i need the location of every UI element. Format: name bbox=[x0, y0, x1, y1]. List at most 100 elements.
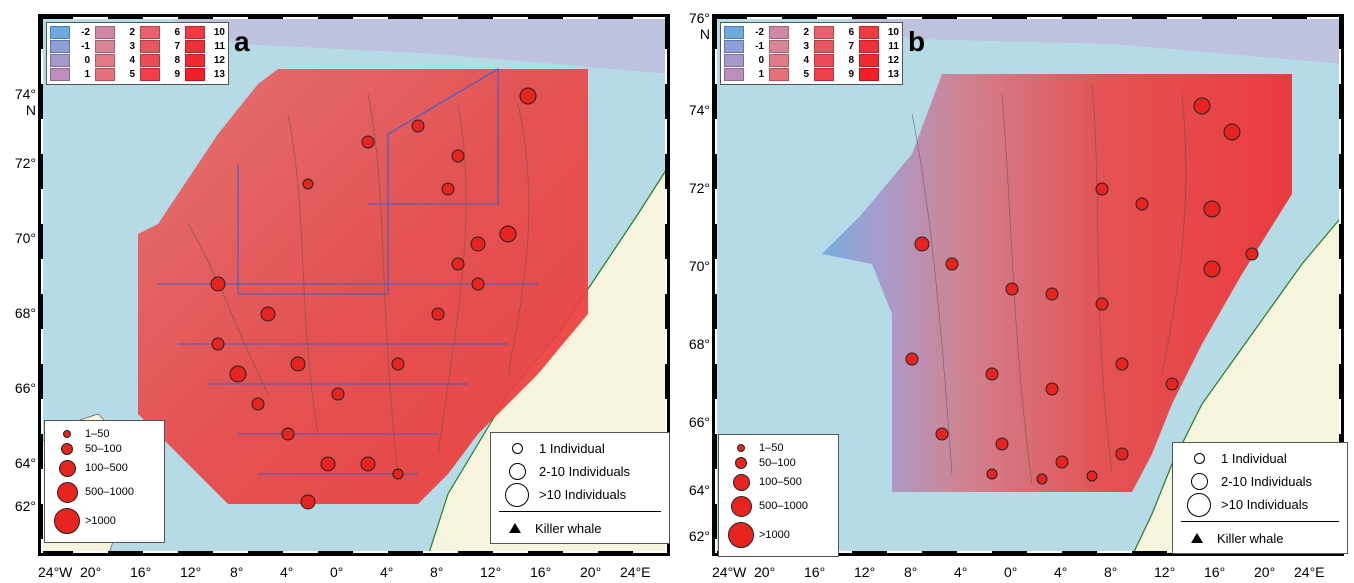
arctic-shelf bbox=[832, 14, 1344, 64]
station-marker bbox=[1055, 455, 1069, 469]
legend-entry: 3 bbox=[769, 40, 809, 53]
lon-label: 8° bbox=[430, 564, 444, 580]
lon-label: 20° bbox=[1254, 564, 1276, 580]
legend-label: 11 bbox=[888, 41, 899, 52]
lon-label: 20° bbox=[754, 564, 776, 580]
station-marker bbox=[211, 337, 225, 351]
size-dot-box bbox=[51, 442, 83, 455]
size-dot-box bbox=[725, 456, 757, 469]
individual-legend-row: 2-10 Individuals bbox=[1181, 470, 1339, 493]
individual-circle-box bbox=[1181, 473, 1217, 490]
station-marker bbox=[1045, 382, 1059, 396]
station-marker bbox=[1203, 200, 1221, 218]
size-dot bbox=[737, 443, 745, 452]
legend-label: 9 bbox=[848, 69, 854, 80]
legend-entry: 2 bbox=[95, 26, 135, 39]
legend-swatch bbox=[140, 40, 161, 53]
individual-circle-box bbox=[499, 482, 535, 507]
station-marker bbox=[441, 182, 455, 196]
legend-entry: 10 bbox=[185, 26, 225, 39]
legend-entry: 7 bbox=[814, 40, 854, 53]
station-marker bbox=[1045, 287, 1059, 301]
legend-swatch bbox=[95, 40, 116, 53]
lon-label: 4° bbox=[380, 564, 394, 580]
bottom-tick-bar bbox=[38, 551, 670, 556]
legend-label: 0 bbox=[758, 55, 764, 66]
legend-label: 11 bbox=[214, 41, 225, 52]
top-tick-bar bbox=[712, 14, 1344, 19]
killer-whale-icon bbox=[1191, 533, 1203, 543]
station-marker bbox=[905, 352, 919, 366]
left-tick-bar bbox=[38, 14, 43, 556]
legend-entry: 8 bbox=[140, 54, 180, 67]
legend-entry: 1 bbox=[50, 68, 90, 81]
legend-swatch bbox=[769, 40, 790, 53]
station-marker bbox=[1095, 182, 1109, 196]
legend-entry: 4 bbox=[95, 54, 135, 67]
size-label: 1–50 bbox=[759, 441, 784, 454]
individual-legend-row: 2-10 Individuals bbox=[499, 460, 661, 483]
legend-swatch bbox=[185, 26, 206, 39]
lon-label: 0° bbox=[330, 564, 344, 580]
contour-lines bbox=[911, 83, 1187, 485]
individual-legend-row: >10 Individuals bbox=[499, 482, 661, 507]
lon-label: 12° bbox=[480, 564, 502, 580]
individual-label: >10 Individuals bbox=[539, 487, 627, 502]
station-marker bbox=[431, 307, 445, 321]
legend-label: 10 bbox=[887, 27, 899, 38]
lon-label: 24°E bbox=[1294, 564, 1325, 580]
stations bbox=[210, 87, 537, 510]
legend-entry: 11 bbox=[185, 40, 225, 53]
individual-label: 2-10 Individuals bbox=[539, 464, 631, 479]
legend-swatch bbox=[724, 54, 745, 67]
size-legend-row: 1–50 bbox=[725, 441, 830, 454]
size-label: >1000 bbox=[85, 514, 116, 527]
legend-swatch bbox=[185, 68, 206, 81]
station-marker bbox=[320, 456, 336, 472]
legend-entry: 9 bbox=[814, 68, 854, 81]
individual-legend: 1 Individual 2-10 Individuals >10 Individu… bbox=[490, 432, 670, 544]
station-marker bbox=[1115, 357, 1129, 371]
killer-whale-icon bbox=[509, 523, 521, 533]
legend-label: 5 bbox=[129, 69, 135, 80]
station-marker bbox=[1223, 123, 1241, 141]
legend-label: 3 bbox=[129, 41, 135, 52]
legend-entry: -2 bbox=[724, 26, 764, 39]
size-dot-box bbox=[725, 495, 757, 517]
legend-entry: 3 bbox=[95, 40, 135, 53]
station-marker bbox=[1165, 377, 1179, 391]
panel-a: a -2 -1 0 1 2 3 4 5 6 7 8 9 10 11 12 13 1–50 50–100 100–5… bbox=[38, 14, 670, 556]
station-marker bbox=[945, 257, 959, 271]
legend-entry: 12 bbox=[185, 54, 225, 67]
station-marker bbox=[360, 456, 376, 472]
individual-legend-row: 1 Individual bbox=[1181, 447, 1339, 470]
legend-swatch bbox=[50, 54, 71, 67]
size-dot-box bbox=[51, 429, 83, 438]
lat-label: 68° bbox=[688, 336, 710, 352]
station-marker bbox=[1005, 282, 1019, 296]
size-dot bbox=[63, 429, 71, 438]
lon-label: 24°W bbox=[712, 564, 747, 580]
legend-swatch bbox=[724, 40, 745, 53]
size-legend-row: 500–1000 bbox=[725, 493, 830, 519]
size-label: 500–1000 bbox=[759, 500, 808, 512]
legend-entry: 0 bbox=[50, 54, 90, 67]
size-dot bbox=[732, 473, 750, 491]
legend-label: 7 bbox=[848, 41, 854, 52]
lat-label: 72° bbox=[14, 155, 36, 171]
legend-swatch bbox=[724, 26, 745, 39]
lat-label: 62° bbox=[14, 498, 36, 514]
legend-swatch bbox=[769, 54, 790, 67]
legend-entry: 2 bbox=[769, 26, 809, 39]
station-marker bbox=[986, 468, 998, 480]
size-dot-box bbox=[725, 521, 757, 548]
legend-swatch bbox=[50, 68, 71, 81]
killer-whale-row: Killer whale bbox=[499, 517, 661, 539]
station-marker bbox=[411, 119, 425, 133]
legend-entry: -1 bbox=[50, 40, 90, 53]
individual-legend-row: >10 Individuals bbox=[1181, 492, 1339, 517]
legend-swatch bbox=[859, 54, 880, 67]
size-dot-box bbox=[725, 443, 757, 452]
size-legend-row: 500–1000 bbox=[51, 479, 156, 505]
individual-circle bbox=[511, 443, 523, 454]
